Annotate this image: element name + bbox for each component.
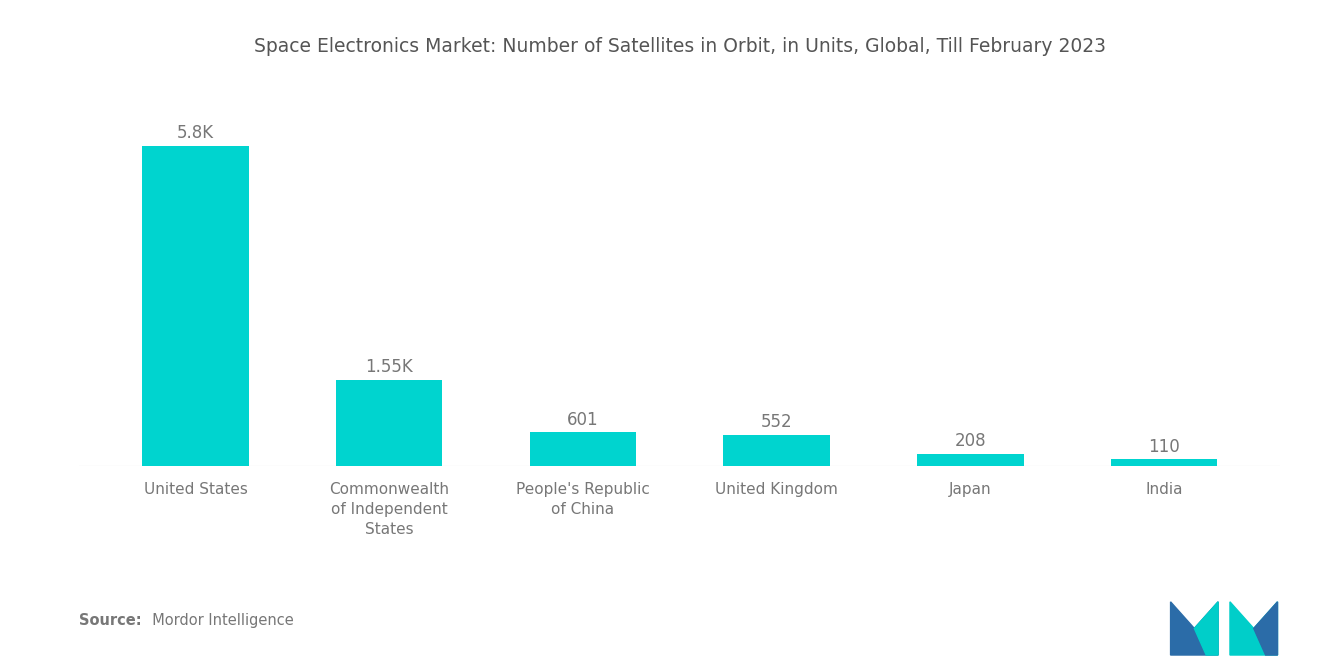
Text: 208: 208 [954, 432, 986, 450]
Title: Space Electronics Market: Number of Satellites in Orbit, in Units, Global, Till : Space Electronics Market: Number of Sate… [253, 37, 1106, 56]
Bar [529, 432, 636, 465]
Text: 552: 552 [760, 413, 792, 431]
Bar [143, 146, 248, 466]
Bar [335, 380, 442, 466]
Text: Mordor Intelligence: Mordor Intelligence [143, 613, 293, 628]
Text: 1.55K: 1.55K [366, 358, 413, 376]
Text: Source:: Source: [79, 613, 141, 628]
Polygon shape [1254, 602, 1278, 655]
Text: 601: 601 [568, 410, 599, 428]
Bar [917, 454, 1024, 466]
Bar [723, 435, 830, 466]
Polygon shape [1195, 602, 1218, 655]
Polygon shape [1230, 602, 1278, 655]
Polygon shape [1171, 602, 1218, 655]
Text: 110: 110 [1148, 438, 1180, 456]
Text: 5.8K: 5.8K [177, 124, 214, 142]
Bar [1111, 460, 1217, 466]
